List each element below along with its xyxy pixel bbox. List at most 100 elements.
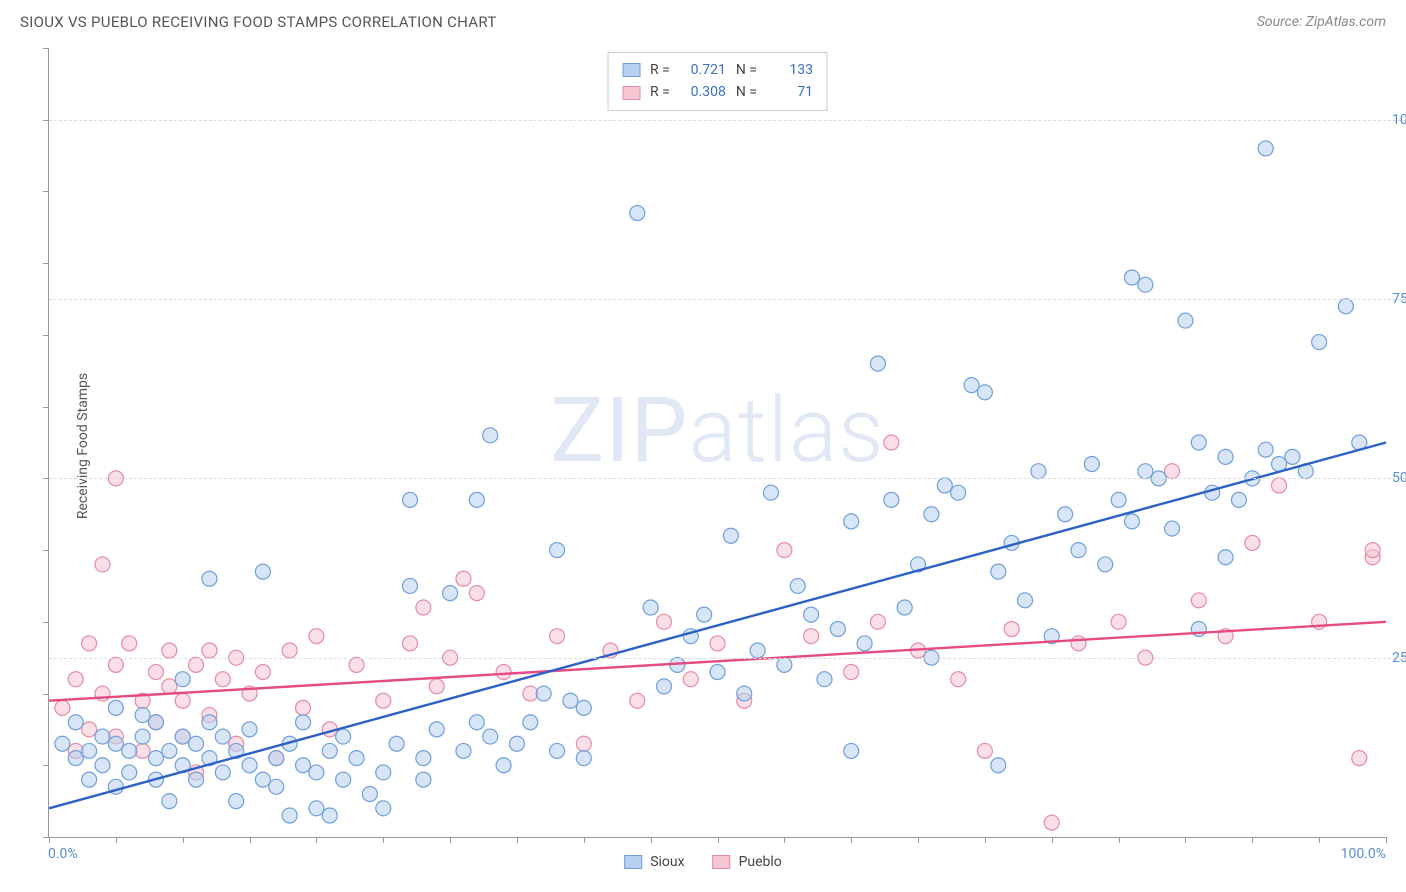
y-tick-label: 100.0% [1392,112,1406,128]
scatter-point [991,758,1006,773]
scatter-point [723,528,738,543]
scatter-point [202,571,217,586]
scatter-point [977,743,992,758]
scatter-point [242,722,257,737]
scatter-point [456,743,471,758]
scatter-point [1058,507,1073,522]
scatter-point [496,758,511,773]
scatter-point [469,586,484,601]
scatter-point [55,736,70,751]
x-tickmark [517,837,518,843]
scatter-point [1124,514,1139,529]
y-tickmark [43,765,49,766]
x-tickmark [584,837,585,843]
stats-legend: R = 0.721 N = 133 R = 0.308 N = 71 [607,52,828,111]
scatter-point [469,715,484,730]
scatter-point [964,378,979,393]
source-prefix: Source: [1257,14,1306,30]
x-tickmark [1119,837,1120,843]
r-value-pueblo: 0.308 [680,81,726,103]
scatter-point [82,636,97,651]
scatter-point [777,657,792,672]
scatter-point [416,600,431,615]
scatter-point [523,686,538,701]
scatter-point [1338,299,1353,314]
scatter-point [1018,593,1033,608]
y-tickmark [43,407,49,408]
n-value-sioux: 133 [767,59,813,81]
plot-area: ZIPatlas R = 0.721 N = 133 R = 0.308 N =… [48,48,1386,838]
x-tickmark [851,837,852,843]
scatter-point [429,722,444,737]
scatter-point [255,665,270,680]
scatter-point [550,629,565,644]
scatter-point [162,794,177,809]
x-tickmark [49,837,50,843]
scatter-point [844,665,859,680]
x-tickmark [918,837,919,843]
y-tickmark [43,48,49,49]
scatter-point [215,672,230,687]
y-tickmark [43,263,49,264]
scatter-point [255,564,270,579]
scatter-point [255,772,270,787]
y-tickmark [43,550,49,551]
legend-item-pueblo: Pueblo [713,854,782,870]
scatter-point [202,715,217,730]
scatter-point [443,586,458,601]
scatter-point [1084,457,1099,472]
scatter-point [1218,449,1233,464]
scatter-point [1004,621,1019,636]
scatter-point [162,643,177,658]
scatter-point [95,729,110,744]
scatter-point [483,428,498,443]
scatter-point [737,686,752,701]
scatter-point [416,751,431,766]
trend-line [49,622,1386,701]
scatter-point [1098,557,1113,572]
scatter-point [750,643,765,658]
scatter-point [1245,535,1260,550]
scatter-point [1178,313,1193,328]
trend-line [49,443,1386,809]
x-tickmark [718,837,719,843]
scatter-point [362,786,377,801]
scatter-point [148,665,163,680]
source-credit: Source: ZipAtlas.com [1257,14,1386,30]
scatter-point [630,205,645,220]
scatter-point [469,492,484,507]
scatter-point [175,693,190,708]
scatter-point [189,736,204,751]
scatter-point [951,485,966,500]
stats-row-sioux: R = 0.721 N = 133 [622,59,813,81]
scatter-point [1365,543,1380,558]
series-legend: Sioux Pueblo [624,854,782,870]
scatter-point [483,729,498,744]
scatter-point [148,751,163,766]
scatter-point [95,557,110,572]
y-tick-label: 25.0% [1392,650,1406,666]
scatter-point [844,743,859,758]
scatter-point [509,736,524,751]
scatter-point [189,657,204,672]
scatter-point [763,485,778,500]
scatter-point [282,643,297,658]
scatter-point [108,736,123,751]
x-tick-label-left: 0.0% [48,846,78,862]
n-label: N = [736,59,757,81]
scatter-point [550,543,565,558]
scatter-point [122,765,137,780]
scatter-point [857,636,872,651]
scatter-point [710,636,725,651]
x-tickmark [1252,837,1253,843]
scatter-point [576,751,591,766]
scatter-point [1258,442,1273,457]
scatter-point [282,808,297,823]
scatter-point [1138,277,1153,292]
scatter-point [523,715,538,730]
scatter-point [135,743,150,758]
scatter-point [215,765,230,780]
scatter-point [563,693,578,708]
scatter-point [309,765,324,780]
scatter-point [657,679,672,694]
